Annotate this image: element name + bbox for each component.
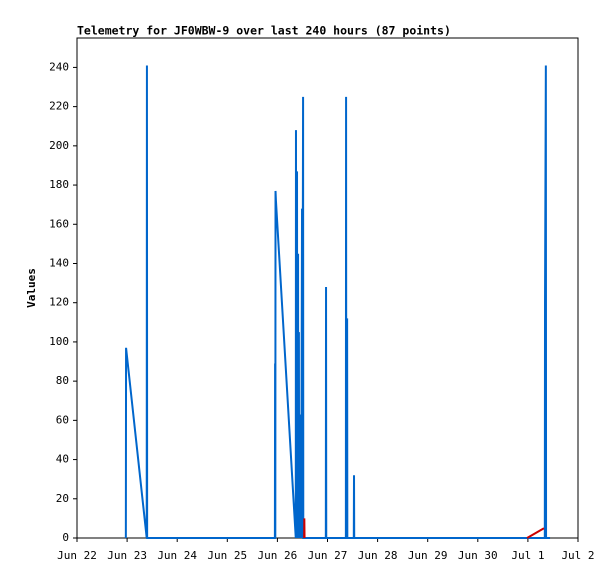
y-tick-label: 80	[56, 374, 69, 387]
x-tick-label: Jun 25	[207, 549, 247, 562]
y-tick-label: 180	[49, 178, 69, 191]
x-tick-label: Jun 24	[157, 549, 197, 562]
y-tick-label: 0	[62, 531, 69, 544]
y-axis-label: Values	[25, 268, 38, 308]
y-tick-label: 100	[49, 335, 69, 348]
y-tick-label: 40	[56, 453, 69, 466]
y-tick-label: 160	[49, 217, 69, 230]
y-tick-label: 120	[49, 296, 69, 309]
plot-frame	[76, 37, 579, 539]
chart-title: Telemetry for JF0WBW-9 over last 240 hou…	[77, 24, 451, 38]
x-tick-label: Jun 26	[258, 549, 298, 562]
x-tick-label: Jul 2	[561, 549, 594, 562]
y-tick-label: 240	[49, 60, 69, 73]
y-tick-label: 200	[49, 139, 69, 152]
y-tick-label: 220	[49, 100, 69, 113]
series-line	[303, 518, 545, 539]
y-tick-label: 60	[56, 413, 69, 426]
series-line	[124, 65, 551, 539]
x-tick-label: Jun 28	[358, 549, 398, 562]
y-tick-label: 140	[49, 256, 69, 269]
y-tick-label: 20	[56, 492, 69, 505]
x-tick-label: Jun 30	[458, 549, 498, 562]
x-tick-label: Jun 29	[408, 549, 448, 562]
x-tick-label: Jun 22	[57, 549, 97, 562]
x-tick-label: Jul 1	[511, 549, 544, 562]
x-tick-label: Jun 27	[308, 549, 348, 562]
x-tick-label: Jun 23	[107, 549, 147, 562]
